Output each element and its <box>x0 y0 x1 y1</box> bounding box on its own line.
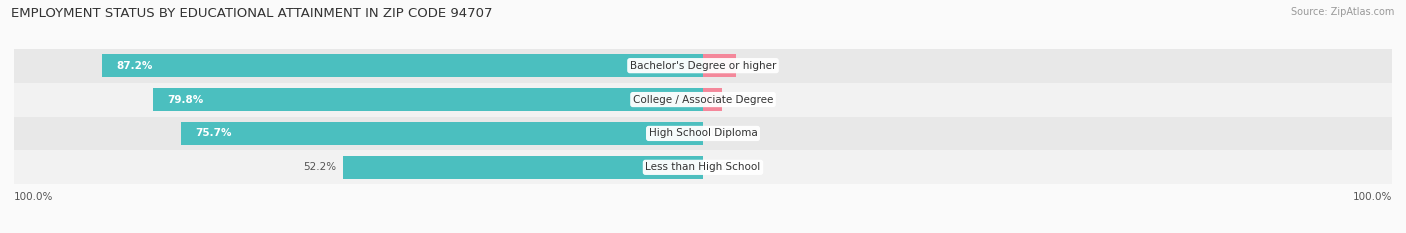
Text: 100.0%: 100.0% <box>14 192 53 202</box>
Bar <box>14 49 1392 83</box>
Bar <box>703 54 737 77</box>
Bar <box>14 150 1392 184</box>
Bar <box>153 88 703 111</box>
Text: 100.0%: 100.0% <box>1353 192 1392 202</box>
Text: EMPLOYMENT STATUS BY EDUCATIONAL ATTAINMENT IN ZIP CODE 94707: EMPLOYMENT STATUS BY EDUCATIONAL ATTAINM… <box>11 7 492 20</box>
Text: College / Associate Degree: College / Associate Degree <box>633 95 773 105</box>
Text: High School Diploma: High School Diploma <box>648 128 758 138</box>
Text: 87.2%: 87.2% <box>117 61 152 71</box>
Text: 0.0%: 0.0% <box>710 128 737 138</box>
Legend: In Labor Force, Unemployed: In Labor Force, Unemployed <box>606 230 800 233</box>
Text: 75.7%: 75.7% <box>195 128 232 138</box>
Bar <box>181 122 703 145</box>
Bar <box>14 116 1392 150</box>
Text: 52.2%: 52.2% <box>304 162 336 172</box>
Bar <box>14 83 1392 116</box>
Text: Source: ZipAtlas.com: Source: ZipAtlas.com <box>1291 7 1395 17</box>
Text: Less than High School: Less than High School <box>645 162 761 172</box>
Bar <box>343 156 703 179</box>
Text: 4.8%: 4.8% <box>742 61 769 71</box>
Bar <box>703 88 721 111</box>
Text: Bachelor's Degree or higher: Bachelor's Degree or higher <box>630 61 776 71</box>
Bar <box>103 54 703 77</box>
Text: 2.7%: 2.7% <box>728 95 755 105</box>
Text: 0.0%: 0.0% <box>710 162 737 172</box>
Text: 79.8%: 79.8% <box>167 95 204 105</box>
